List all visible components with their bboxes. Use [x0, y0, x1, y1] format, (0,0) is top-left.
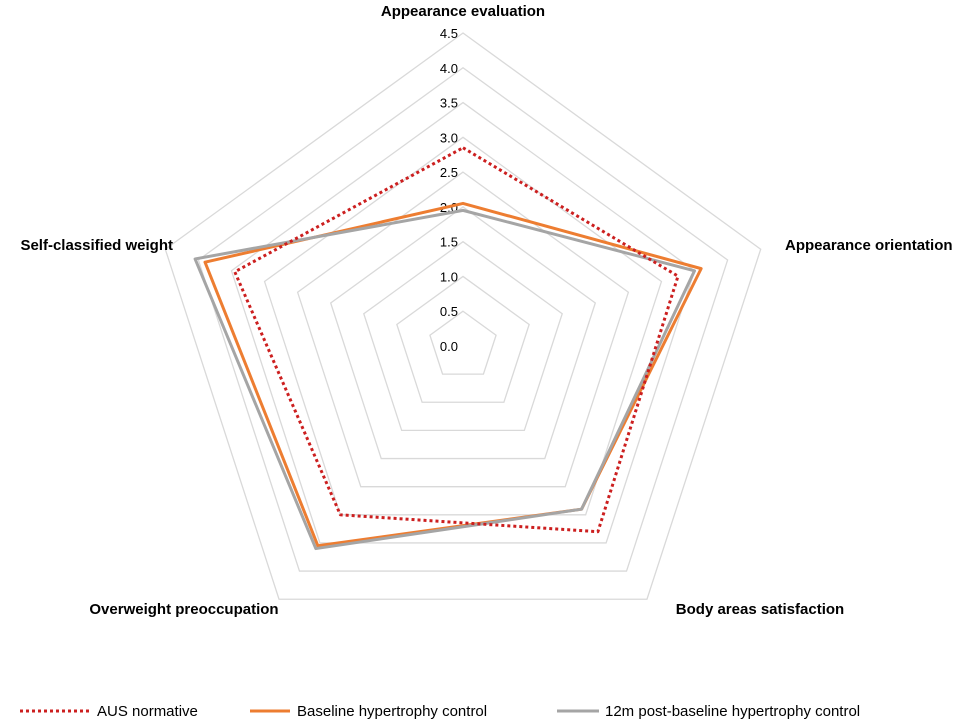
tick-label-0.0: 0.0	[440, 339, 458, 354]
gridline-ring-1.0	[396, 275, 530, 403]
legend-item-aus-normative: AUS normative	[20, 703, 198, 720]
axis-label-self-classified-weight: Self-classified weight	[20, 237, 173, 254]
legend: AUS normative Baseline hypertrophy contr…	[20, 703, 860, 720]
tick-label-3.5: 3.5	[440, 96, 458, 111]
axis-label-body-areas-satisfaction: Body areas satisfaction	[676, 601, 844, 618]
tick-label-1.0: 1.0	[440, 269, 458, 284]
gridline-ring-3.5	[230, 101, 696, 544]
tick-label-3.0: 3.0	[440, 130, 458, 145]
legend-label-12m-post-baseline-hypertrophy-control: 12m post-baseline hypertrophy control	[605, 703, 860, 720]
axis-label-appearance-orientation: Appearance orientation	[785, 237, 953, 254]
gridline-ring-1.5	[363, 240, 563, 432]
tick-label-4.0: 4.0	[440, 61, 458, 76]
gridline-ring-2.5	[296, 171, 630, 488]
axis-label-overweight-preoccupation: Overweight preoccupation	[89, 601, 278, 618]
data-series	[193, 146, 703, 551]
legend-label-aus-normative: AUS normative	[97, 703, 198, 720]
axis-label-appearance-evaluation: Appearance evaluation	[381, 3, 545, 20]
series-line-12m-post-baseline-hypertrophy-control	[193, 208, 697, 551]
radial-tick-labels: 0.00.51.01.52.02.53.03.54.04.5	[440, 26, 458, 354]
tick-label-2.5: 2.5	[440, 165, 458, 180]
gridline-ring-0.5	[429, 310, 497, 375]
tick-label-4.5: 4.5	[440, 26, 458, 41]
radar-grid	[164, 32, 762, 600]
gridline-ring-4.0	[197, 66, 729, 572]
legend-label-baseline-hypertrophy-control: Baseline hypertrophy control	[297, 703, 487, 720]
gridline-ring-2.0	[329, 206, 597, 460]
tick-label-0.5: 0.5	[440, 304, 458, 319]
gridline-ring-4.5	[164, 32, 762, 600]
legend-item-baseline-hypertrophy-control: Baseline hypertrophy control	[250, 703, 487, 720]
legend-item-12m-post-baseline-hypertrophy-control: 12m post-baseline hypertrophy control	[557, 703, 860, 720]
tick-label-1.5: 1.5	[440, 235, 458, 250]
gridline-ring-3.0	[263, 136, 663, 516]
